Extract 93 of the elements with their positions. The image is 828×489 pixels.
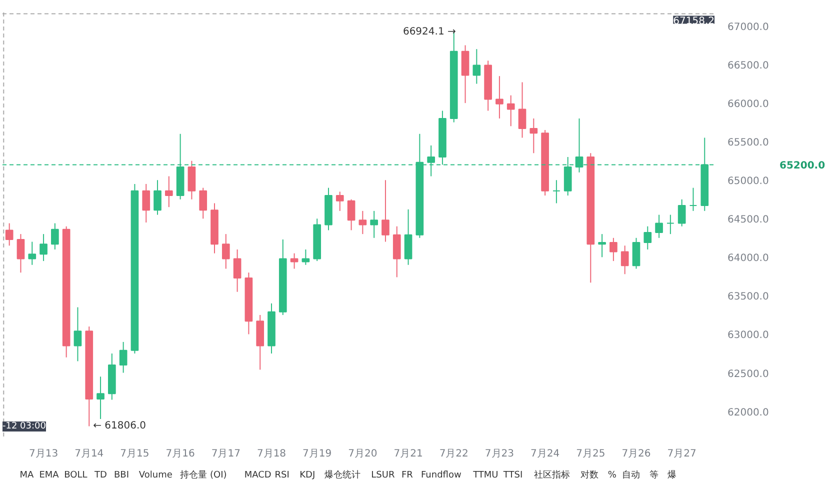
text: KDJ — [300, 470, 316, 480]
text: TD — [94, 470, 108, 480]
y-tick-label: 65000.0 — [728, 176, 769, 188]
candlestick — [461, 44, 470, 104]
text: % — [608, 470, 617, 480]
text: 对数 — [580, 470, 598, 480]
candlestick — [16, 234, 25, 274]
candlestick — [392, 226, 401, 278]
text: MA — [20, 470, 35, 480]
x-tick-label: 7月26 — [622, 448, 651, 460]
candlestick — [496, 76, 504, 119]
text: FR — [401, 470, 413, 480]
candlestick — [632, 237, 640, 270]
candlestick — [233, 248, 242, 292]
text: TTSI — [502, 470, 523, 480]
text: 持仓量 (OI) — [180, 470, 227, 480]
candlestick — [28, 241, 36, 266]
text: Fundflow — [420, 470, 462, 480]
x-tick-label: 7月27 — [667, 448, 696, 460]
x-tick-label: 7月17 — [211, 448, 240, 460]
text: Volume — [138, 470, 173, 480]
y-tick-label: 66000.0 — [728, 99, 769, 110]
candlestick — [598, 234, 606, 258]
candlestick — [382, 180, 390, 242]
x-tick-label: 7月16 — [166, 448, 195, 460]
text: EMA — [39, 470, 60, 480]
y-tick-label: 64500.0 — [728, 214, 769, 226]
y-tick-label: 65500.0 — [728, 138, 769, 149]
x-tick-label: 7月21 — [394, 448, 423, 460]
text: 等 — [650, 470, 659, 480]
x-tick-label: 7月15 — [120, 448, 150, 460]
x-tick-label: 7月13 — [28, 448, 58, 460]
candlestick — [154, 180, 162, 216]
y-tick-label: 63500.0 — [728, 292, 769, 303]
candlestick — [518, 82, 526, 138]
candlestick — [74, 306, 82, 362]
x-tick-label: 7月20 — [348, 448, 378, 460]
candlestick — [119, 341, 128, 374]
candlestick — [302, 248, 310, 266]
candlestick — [404, 208, 412, 266]
candlestick — [552, 180, 560, 204]
x-tick-label: 7月18 — [256, 448, 286, 460]
text: TTMU — [472, 470, 498, 480]
text: BBI — [114, 470, 130, 480]
candlestick — [370, 210, 378, 238]
candlestick — [199, 187, 208, 220]
candlestick — [51, 222, 59, 250]
y-tick-label: 66500.0 — [728, 60, 769, 72]
y-tick-label: 64000.0 — [728, 253, 769, 264]
candlestick — [530, 118, 538, 154]
candlestick — [472, 48, 481, 84]
x-tick-label: 7月23 — [484, 448, 514, 460]
ref-line-label: 67158.2 — [673, 16, 715, 27]
candlestick — [666, 214, 674, 235]
ref-line-label: 65200.0 — [780, 160, 826, 172]
candlestick — [40, 234, 48, 262]
x-tick-label: 7月22 — [439, 448, 468, 460]
candlestick — [96, 376, 104, 420]
candlestick — [655, 214, 663, 238]
annotation: -12 03:00 — [2, 422, 46, 432]
candlestick — [358, 210, 367, 235]
y-tick-label: 67000.0 — [728, 22, 769, 33]
candlestick — [188, 160, 196, 200]
x-tick-label: 7月14 — [74, 448, 104, 460]
text: 爆仓统计 — [324, 470, 361, 480]
text: RSI — [274, 470, 290, 480]
annotation: ← 61806.0 — [93, 420, 146, 432]
candlestick — [347, 198, 356, 231]
candlestick — [164, 176, 173, 208]
text: 自动 — [622, 470, 640, 480]
candlestick — [689, 187, 698, 212]
text: BOLL — [64, 470, 88, 480]
y-tick-label: 62500.0 — [728, 368, 769, 380]
candlestick — [290, 252, 298, 270]
x-tick-label: 7月24 — [530, 448, 560, 460]
candlestick — [506, 94, 515, 127]
x-tick-label: 7月19 — [302, 448, 332, 460]
text: 爆 — [668, 470, 677, 480]
candlestick — [620, 245, 629, 275]
candlestick — [222, 234, 230, 270]
candlestick — [336, 191, 344, 212]
candlestick — [610, 237, 618, 262]
annotation: 66924.1 → — [402, 26, 456, 38]
candlestick — [142, 183, 150, 223]
candlestick — [5, 222, 14, 246]
y-tick-label: 62000.0 — [728, 407, 769, 418]
text: LSUR — [371, 470, 395, 480]
text: MACD — [244, 470, 272, 480]
text: 社区指标 — [534, 470, 570, 480]
x-tick-label: 7月25 — [576, 448, 606, 460]
candlestick — [644, 226, 652, 250]
y-tick-label: 63000.0 — [728, 330, 769, 342]
candlestick — [678, 198, 686, 227]
